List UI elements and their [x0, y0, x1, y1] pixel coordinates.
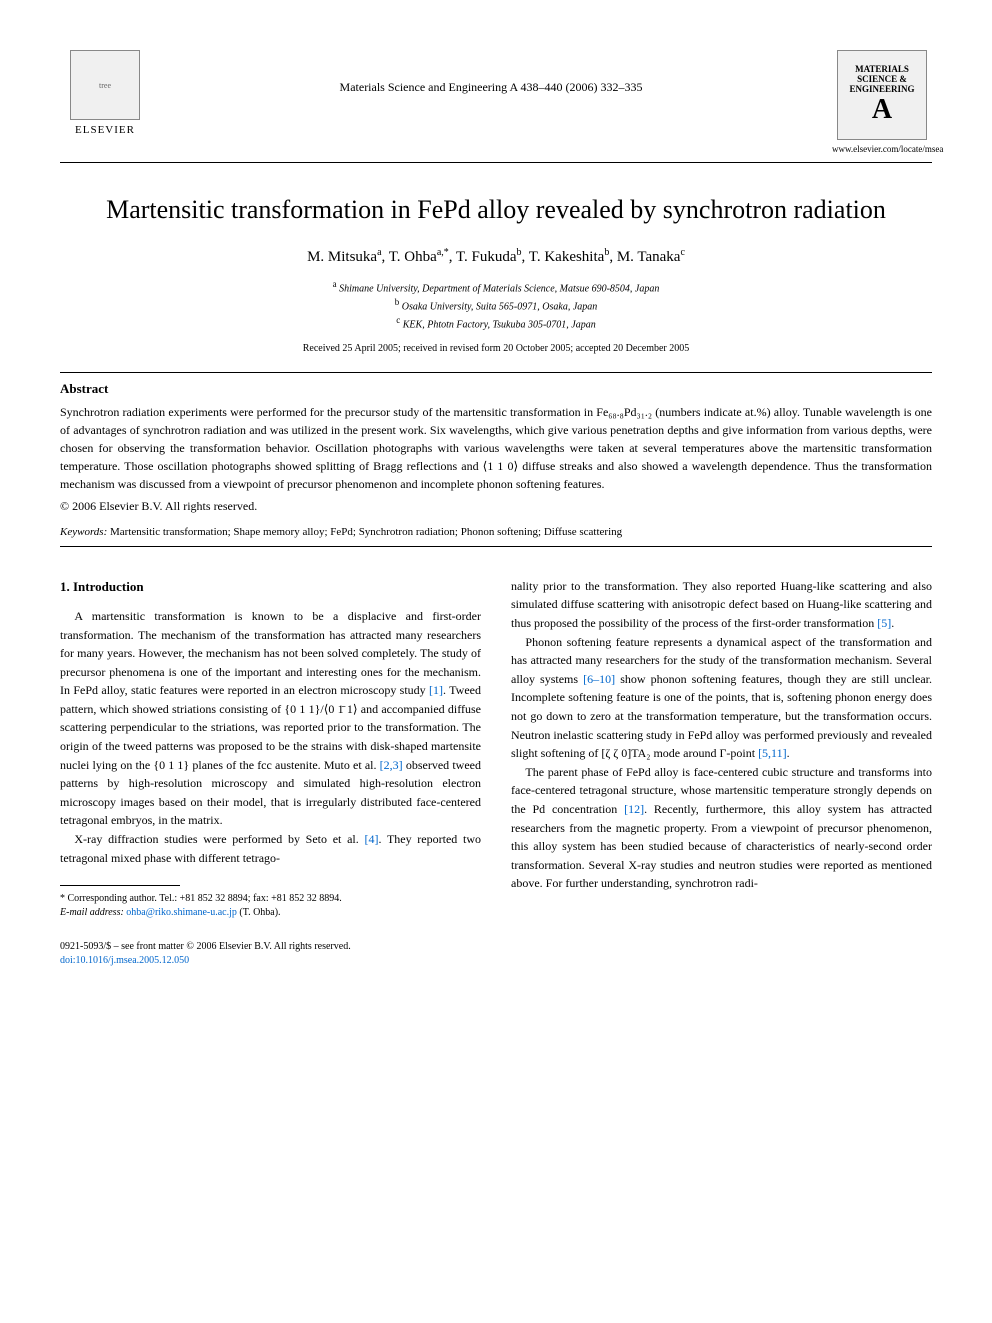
ref-link[interactable]: [12]	[624, 802, 644, 816]
affiliation-line: c KEK, Phtotn Factory, Tsukuba 305-0701,…	[60, 314, 932, 332]
corresponding-footnote: * Corresponding author. Tel.: +81 852 32…	[60, 892, 481, 920]
ref-link[interactable]: [4]	[364, 832, 378, 846]
body-paragraph: The parent phase of FePd alloy is face-c…	[511, 763, 932, 893]
doi-line[interactable]: doi:10.1016/j.msea.2005.12.050	[60, 954, 932, 968]
keywords-text: Martensitic transformation; Shape memory…	[110, 526, 622, 538]
journal-cover-title: MATERIALS SCIENCE & ENGINEERING	[842, 64, 922, 94]
corresponding-email[interactable]: ohba@riko.shimane-u.ac.jp	[126, 907, 237, 918]
corresponding-email-line: E-mail address: ohba@riko.shimane-u.ac.j…	[60, 906, 481, 920]
right-column: nality prior to the transformation. They…	[511, 577, 932, 920]
ref-link[interactable]: [5]	[877, 616, 891, 630]
email-person: (T. Ohba).	[239, 907, 280, 918]
body-paragraph: A martensitic transformation is known to…	[60, 607, 481, 830]
body-columns: 1. Introduction A martensitic transforma…	[60, 577, 932, 920]
paper-title: Martensitic transformation in FePd alloy…	[60, 193, 932, 227]
elsevier-tree-icon: tree	[70, 50, 140, 120]
front-matter-line: 0921-5093/$ – see front matter © 2006 El…	[60, 940, 932, 954]
rule-top	[60, 162, 932, 163]
body-paragraph: X-ray diffraction studies were performed…	[60, 830, 481, 867]
ref-link[interactable]: [5,11]	[758, 746, 787, 760]
journal-reference: Materials Science and Engineering A 438–…	[150, 50, 832, 95]
corresponding-author-line: * Corresponding author. Tel.: +81 852 32…	[60, 892, 481, 906]
rule-after-dates	[60, 372, 932, 373]
page-footer: 0921-5093/$ – see front matter © 2006 El…	[60, 940, 932, 968]
keywords-label: Keywords:	[60, 526, 107, 538]
left-column: 1. Introduction A martensitic transforma…	[60, 577, 481, 920]
ref-link[interactable]: [1]	[429, 683, 443, 697]
affiliation-line: a Shimane University, Department of Mate…	[60, 278, 932, 296]
keywords-line: Keywords: Martensitic transformation; Sh…	[60, 526, 932, 538]
abstract-section: Abstract Synchrotron radiation experimen…	[60, 381, 932, 514]
section-1-heading: 1. Introduction	[60, 577, 481, 597]
affiliation-line: b Osaka University, Suita 565-0971, Osak…	[60, 296, 932, 314]
footnote-separator	[60, 885, 180, 886]
paper-header: tree ELSEVIER Materials Science and Engi…	[60, 50, 932, 154]
journal-cover-letter: A	[872, 94, 892, 126]
rule-after-keywords	[60, 546, 932, 547]
authors-line: M. Mitsukaa, T. Ohbaa,*, T. Fukudab, T. …	[60, 247, 932, 266]
abstract-text: Synchrotron radiation experiments were p…	[60, 403, 932, 493]
abstract-copyright: © 2006 Elsevier B.V. All rights reserved…	[60, 499, 932, 514]
affiliations: a Shimane University, Department of Mate…	[60, 278, 932, 333]
body-paragraph: nality prior to the transformation. They…	[511, 577, 932, 633]
body-paragraph: Phonon softening feature represents a dy…	[511, 633, 932, 763]
publisher-name: ELSEVIER	[60, 124, 150, 136]
journal-cover-box: MATERIALS SCIENCE & ENGINEERING A	[837, 50, 927, 140]
email-label: E-mail address:	[60, 907, 124, 918]
journal-url: www.elsevier.com/locate/msea	[832, 144, 932, 154]
article-dates: Received 25 April 2005; received in revi…	[60, 343, 932, 354]
journal-cover: MATERIALS SCIENCE & ENGINEERING A www.el…	[832, 50, 932, 154]
ref-link[interactable]: [2,3]	[380, 758, 403, 772]
abstract-heading: Abstract	[60, 381, 932, 397]
publisher-logo: tree ELSEVIER	[60, 50, 150, 136]
ref-link[interactable]: [6–10]	[583, 672, 615, 686]
